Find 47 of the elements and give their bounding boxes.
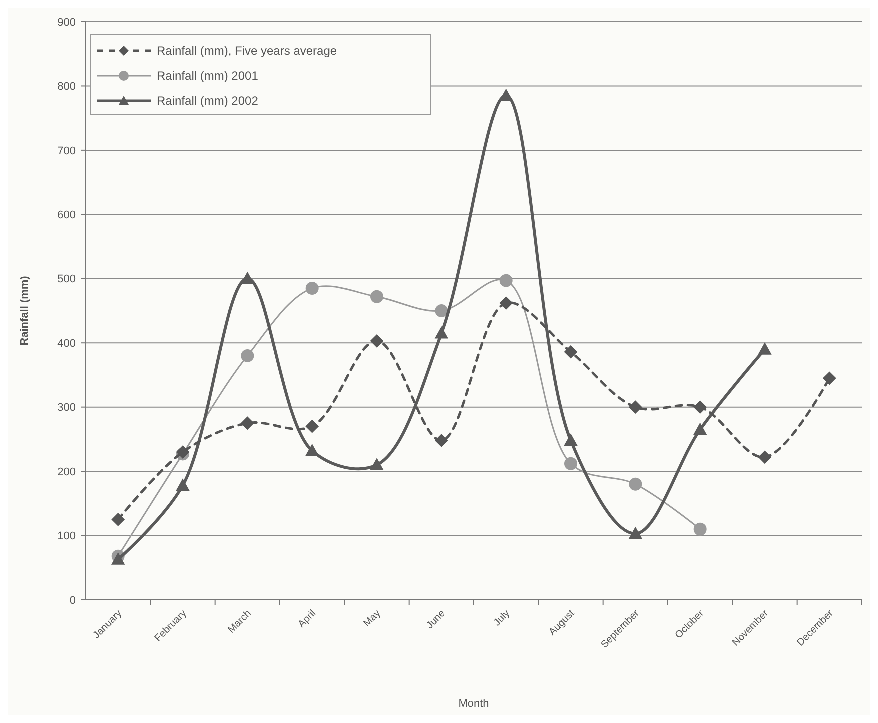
y-tick-label: 200 xyxy=(58,466,76,478)
y-tick-label: 500 xyxy=(58,274,76,286)
point xyxy=(435,434,448,448)
point xyxy=(694,400,707,414)
x-axis-title: Month xyxy=(458,698,490,710)
point xyxy=(823,372,836,385)
y-tick-label: 300 xyxy=(58,402,76,414)
point xyxy=(694,423,707,436)
point xyxy=(629,478,642,491)
point xyxy=(370,290,384,304)
legend-label: Rainfall (mm) 2002 xyxy=(157,94,259,108)
point xyxy=(435,304,448,318)
y-tick-label: 100 xyxy=(58,530,76,543)
y-tick-label: 800 xyxy=(58,81,76,94)
point xyxy=(564,434,578,446)
point xyxy=(370,334,384,348)
point xyxy=(241,272,254,284)
point xyxy=(500,89,513,102)
legend-label: Rainfall (mm), Five years average xyxy=(157,44,338,58)
point xyxy=(370,458,384,470)
point xyxy=(694,522,707,536)
point xyxy=(306,444,319,456)
x-tick-label: May xyxy=(362,608,384,630)
point xyxy=(500,274,513,288)
legend-label: Rainfall (mm) 2001 xyxy=(157,69,259,84)
y-axis-title: Rainfall (mm) xyxy=(19,276,31,346)
point xyxy=(564,457,578,470)
point xyxy=(112,553,125,565)
point xyxy=(435,326,448,339)
point xyxy=(241,349,254,362)
point xyxy=(112,513,125,526)
point xyxy=(758,343,772,355)
point xyxy=(306,282,319,296)
point xyxy=(176,479,190,491)
point xyxy=(758,450,772,464)
point xyxy=(629,527,642,540)
y-tick-label: 700 xyxy=(58,145,76,158)
point xyxy=(564,346,578,359)
point xyxy=(306,420,319,434)
y-tick-label: 0 xyxy=(70,594,76,607)
point xyxy=(629,400,642,414)
y-tick-label: 400 xyxy=(58,338,76,350)
point xyxy=(241,416,254,430)
point xyxy=(500,296,513,310)
y-tick-label: 600 xyxy=(58,210,76,222)
x-tick-label: July xyxy=(492,608,512,629)
y-tick-label: 900 xyxy=(58,16,76,29)
